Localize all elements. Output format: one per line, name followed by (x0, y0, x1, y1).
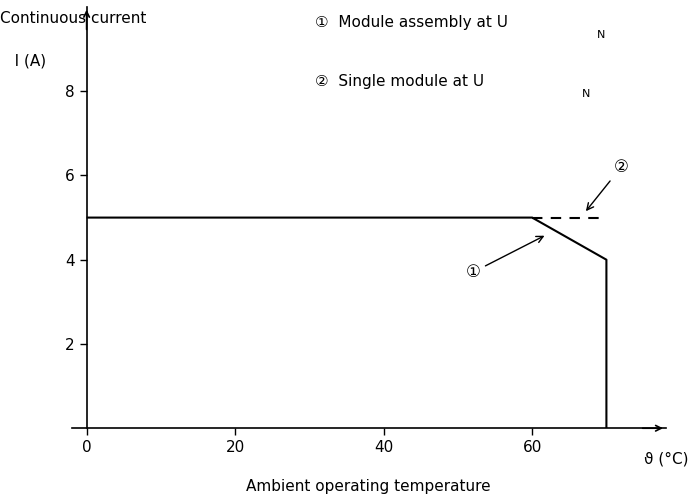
Text: Continuous current: Continuous current (1, 11, 147, 26)
Text: I (A): I (A) (1, 53, 47, 68)
Text: N: N (581, 89, 590, 99)
Text: ①: ① (466, 237, 543, 281)
Text: ϑ (°C): ϑ (°C) (643, 451, 688, 466)
Text: ②  Single module at U: ② Single module at U (315, 74, 484, 89)
Text: ②: ② (587, 158, 629, 210)
Text: N: N (597, 30, 605, 40)
Text: ①  Module assembly at U: ① Module assembly at U (315, 15, 508, 30)
Text: Ambient operating temperature: Ambient operating temperature (247, 479, 491, 494)
